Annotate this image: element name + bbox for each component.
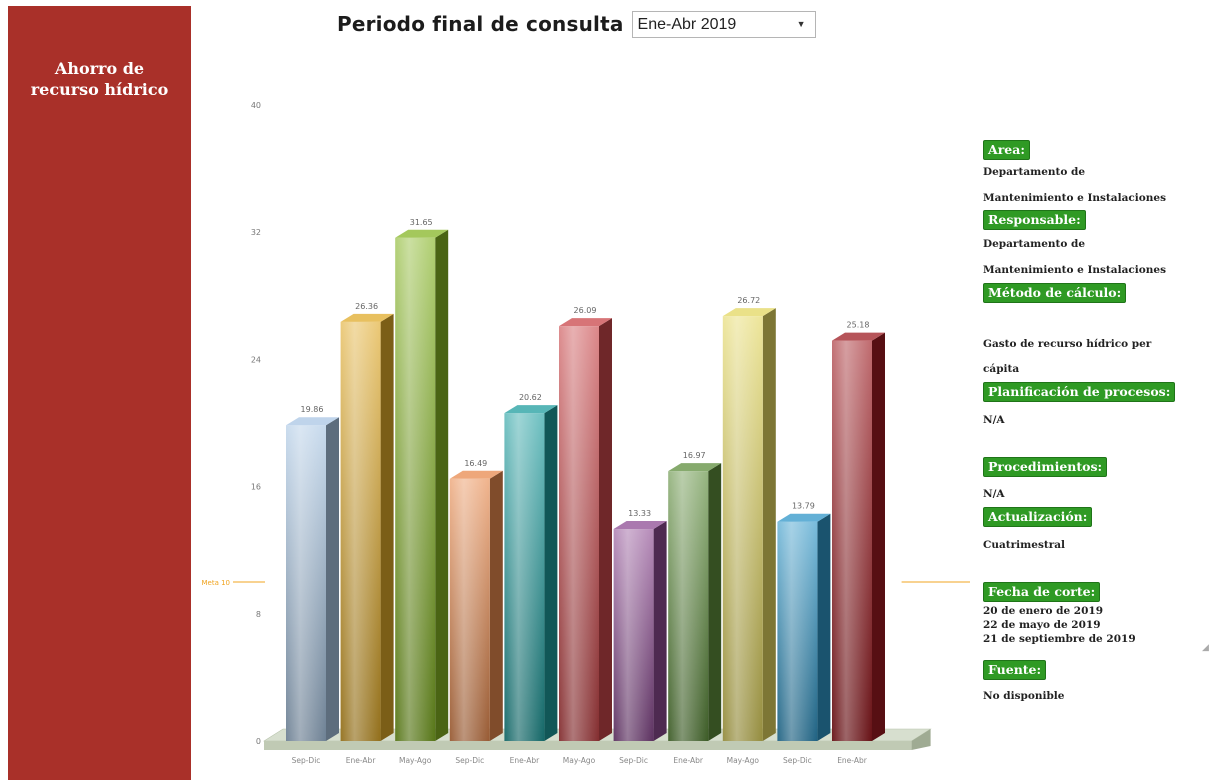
bar-chart: 0 8 16 24 32 40 Meta 10 19.86 Sep-Dic 26.36 Ene-Ab…: [201, 101, 970, 765]
chart-floor-side: [911, 729, 931, 750]
period-select-value: Ene-Abr 2019: [637, 15, 737, 33]
bar-top: [832, 332, 885, 341]
x-tick-label: May-Ago: [727, 756, 760, 765]
bar-side: [762, 308, 776, 741]
data-label: 25.18: [847, 321, 870, 330]
data-label: 13.33: [628, 509, 651, 518]
bar-side: [380, 313, 394, 741]
data-label: 26.09: [574, 306, 597, 315]
bar-highlight: [340, 321, 381, 741]
data-label: 31.65: [410, 218, 433, 227]
fecha-value-line-2: 22 de mayo de 2019: [983, 619, 1101, 631]
bar-top: [668, 463, 722, 472]
target-label: Meta 10: [201, 579, 230, 587]
bar-side: [544, 405, 558, 741]
bar-side: [599, 318, 612, 741]
y-tick-label: 0: [256, 737, 261, 746]
sidebar-title: Ahorro de recurso hídrico: [8, 58, 191, 100]
metodo-label: Método de cálculo:: [983, 283, 1127, 303]
bar-side: [653, 521, 667, 741]
x-tick-label: Ene-Abr: [837, 756, 868, 765]
bar-top: [449, 470, 503, 479]
bar-highlight: [286, 425, 326, 741]
bar-top: [340, 313, 394, 322]
bar-side: [872, 332, 885, 741]
bar-top: [559, 318, 612, 327]
x-tick-label: Ene-Abr: [673, 756, 704, 765]
bar-highlight: [832, 340, 872, 741]
sidebar-title-line-2: recurso hídrico: [30, 80, 169, 99]
x-tick-label: Sep-Dic: [619, 756, 648, 765]
procedimientos-label: Procedimientos:: [983, 457, 1108, 477]
info-panel: Area: Departamento de Mantenimiento e In…: [983, 140, 1217, 710]
bar-highlight: [449, 478, 490, 741]
header: Periodo final de consulta Ene-Abr 2019 ▼: [337, 9, 816, 39]
y-tick-label: 16: [251, 483, 261, 492]
x-tick-label: May-Ago: [399, 756, 432, 765]
x-tick-label: Sep-Dic: [292, 756, 321, 765]
metodo-value-line-2: cápita: [983, 363, 1020, 375]
x-tick-label: Ene-Abr: [346, 756, 377, 765]
responsable-label: Responsable:: [983, 210, 1086, 230]
bar-top: [722, 308, 776, 317]
bar-side: [817, 513, 831, 741]
metodo-value-line-1: Gasto de recurso hídrico per: [983, 338, 1152, 350]
bar-top: [777, 513, 831, 522]
chart-floor-front: [264, 741, 912, 750]
bar-highlight: [777, 521, 818, 741]
chevron-down-icon[interactable]: ▼: [796, 18, 806, 29]
y-tick-label: 40: [251, 101, 261, 110]
fecha-value-line-1: 20 de enero de 2019: [983, 605, 1104, 617]
bar-side: [489, 470, 503, 741]
fecha-label: Fecha de corte:: [983, 582, 1101, 602]
data-label: 20.62: [519, 393, 542, 402]
fuente-label: Fuente:: [983, 660, 1047, 680]
y-tick-label: 8: [256, 610, 261, 619]
bar-side: [435, 229, 449, 741]
bar-highlight: [613, 529, 654, 741]
bar-side: [708, 463, 722, 741]
period-label: Periodo final de consulta: [337, 12, 624, 36]
area-value-line-2: Mantenimiento e Instalaciones: [983, 192, 1166, 204]
data-label: 19.86: [301, 405, 324, 414]
period-select[interactable]: Ene-Abr 2019 ▼: [631, 10, 816, 38]
area-value-line-1: Departamento de: [983, 166, 1086, 178]
y-tick-label: 32: [251, 228, 261, 237]
bar-side: [326, 417, 339, 741]
bar-top: [504, 405, 558, 414]
bar-highlight: [668, 471, 709, 741]
bar-top: [286, 417, 339, 426]
data-label: 26.36: [355, 302, 378, 311]
planificacion-value: N/A: [983, 414, 1005, 426]
x-tick-label: Ene-Abr: [510, 756, 541, 765]
data-label: 16.49: [464, 459, 487, 468]
fecha-value-line-3: 21 de septiembre de 2019: [983, 633, 1136, 645]
data-label: 16.97: [683, 451, 706, 460]
bar-top: [613, 521, 667, 530]
x-tick-label: Sep-Dic: [783, 756, 812, 765]
bar-highlight: [504, 413, 545, 741]
data-label: 26.72: [737, 296, 760, 305]
bar-highlight: [722, 316, 763, 741]
y-tick-label: 24: [251, 355, 261, 364]
fuente-value: No disponible: [983, 690, 1065, 702]
procedimientos-value: N/A: [983, 488, 1005, 500]
actualizacion-label: Actualización:: [983, 507, 1093, 527]
responsable-value-line-1: Departamento de: [983, 238, 1086, 250]
bar-highlight: [395, 237, 436, 741]
planificacion-label: Planificación de procesos:: [983, 382, 1176, 402]
sidebar-title-line-1: Ahorro de: [54, 59, 145, 78]
bar-highlight: [559, 326, 599, 741]
x-tick-label: May-Ago: [563, 756, 596, 765]
area-label: Area:: [983, 140, 1030, 160]
resize-grip-icon[interactable]: ◢: [1202, 643, 1209, 653]
sidebar: Ahorro de recurso hídrico: [8, 6, 191, 780]
x-tick-label: Sep-Dic: [455, 756, 484, 765]
actualizacion-value: Cuatrimestral: [983, 539, 1066, 551]
data-label: 13.79: [792, 502, 815, 511]
bar-top: [395, 229, 449, 238]
responsable-value-line-2: Mantenimiento e Instalaciones: [983, 264, 1166, 276]
